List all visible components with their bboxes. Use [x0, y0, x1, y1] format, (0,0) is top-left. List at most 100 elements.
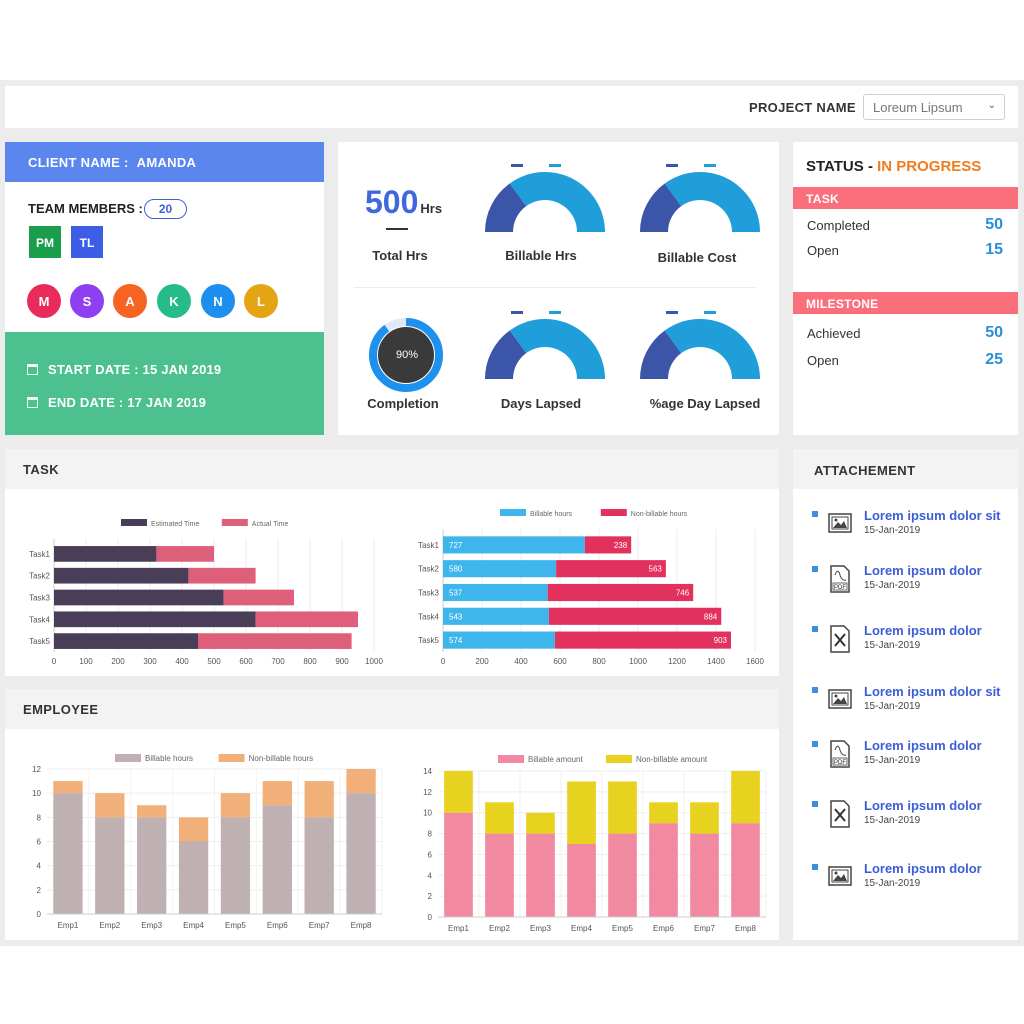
member-avatar[interactable]: K	[157, 284, 191, 318]
tick-label: 800	[303, 657, 317, 666]
category-label: Emp4	[183, 921, 204, 930]
bar-segment	[54, 567, 189, 584]
attachment-title[interactable]: Lorem ipsum dolor	[864, 861, 982, 876]
bar-segment	[188, 567, 256, 584]
status-value: IN PROGRESS	[877, 158, 982, 175]
member-avatar[interactable]: N	[201, 284, 235, 318]
days-lapsed-gauge	[485, 311, 605, 379]
legend-swatch	[549, 311, 561, 314]
tick-label: 700	[271, 657, 285, 666]
legend-swatch	[600, 509, 627, 516]
end-date: END DATE : 17 JAN 2019	[27, 395, 206, 410]
tick-label: 1600	[746, 657, 764, 666]
category-label: Task4	[418, 612, 439, 621]
team-members-label: TEAM MEMBERS :	[28, 201, 143, 216]
data-label: 543	[449, 612, 463, 621]
legend-swatch	[500, 509, 526, 516]
attachment-item[interactable]: Lorem ipsum dolor sit 15-Jan-2019	[812, 684, 1012, 724]
member-avatar[interactable]: L	[244, 284, 278, 318]
gauge-segment	[485, 330, 527, 379]
bar-segment	[54, 633, 198, 649]
tick-label: 600	[553, 657, 567, 666]
category-label: Emp1	[57, 921, 78, 930]
image-file-icon	[828, 866, 852, 886]
billable-cost-gauge	[640, 164, 760, 232]
member-avatar[interactable]: A	[113, 284, 147, 318]
bar-segment	[220, 817, 251, 914]
tick-label: 300	[143, 657, 157, 666]
bar-segment	[731, 771, 760, 824]
bullet	[812, 801, 818, 807]
data-label: 746	[676, 589, 690, 598]
category-label: Emp8	[351, 921, 372, 930]
bar-segment	[223, 589, 294, 606]
role-badge-tl[interactable]: TL	[71, 226, 103, 258]
donut-center	[378, 327, 434, 383]
bullet	[812, 687, 818, 693]
category-label: Emp7	[309, 921, 330, 930]
task-open-row: Open 15	[807, 241, 1003, 258]
employee-section-title: EMPLOYEE	[23, 702, 99, 717]
row-value: 50	[985, 216, 1003, 233]
attachment-date: 15-Jan-2019	[864, 878, 921, 889]
attachment-item[interactable]: PDF Lorem ipsum dolor 15-Jan-2019	[812, 738, 1012, 778]
category-label: Emp4	[571, 924, 592, 933]
legend-swatch	[498, 755, 524, 763]
calendar-icon	[27, 364, 38, 375]
category-label: Task2	[29, 572, 50, 581]
attachment-item[interactable]: Lorem ipsum dolor sit 15-Jan-2019	[812, 508, 1012, 548]
legend-swatch	[704, 164, 716, 167]
employee-hours-chart: Billable hours Non-billable hours 0 2 4 6 8 10 1…	[32, 754, 383, 930]
legend-label: Estimated Time	[151, 521, 199, 528]
completion-value: 90%	[395, 349, 419, 361]
total-hrs-value: 500 Hrs	[365, 184, 442, 221]
project-name-label: PROJECT NAME	[749, 100, 856, 115]
attachment-title[interactable]: Lorem ipsum dolor	[864, 563, 982, 578]
divider	[386, 228, 408, 230]
bar-segment	[178, 817, 209, 842]
attachment-title[interactable]: Lorem ipsum dolor sit	[864, 684, 1001, 699]
attachment-item[interactable]: Lorem ipsum dolor 15-Jan-2019	[812, 798, 1012, 838]
tick-label: 200	[475, 657, 489, 666]
bullet	[812, 864, 818, 870]
status-card: STATUS - IN PROGRESS TASK Completed 50 Op…	[793, 142, 1018, 435]
end-date-text: END DATE : 17 JAN 2019	[48, 395, 207, 410]
attachment-title[interactable]: Lorem ipsum dolor sit	[864, 508, 1001, 523]
attachment-item[interactable]: Lorem ipsum dolor 15-Jan-2019	[812, 623, 1012, 663]
row-label: Open	[807, 243, 839, 258]
category-label: Task4	[29, 615, 50, 624]
member-avatar[interactable]: S	[70, 284, 104, 318]
chevron-down-icon: ⌄	[987, 100, 996, 111]
pct-day-lapsed-gauge	[640, 311, 760, 379]
bar-segment	[346, 769, 376, 794]
tick-label: 1400	[707, 657, 725, 666]
data-label: 238	[614, 541, 628, 550]
bar-segment	[220, 793, 251, 818]
start-date-text: START DATE : 15 JAN 2019	[48, 362, 222, 377]
attachment-title[interactable]: Lorem ipsum dolor	[864, 738, 982, 753]
project-select-value: Loreum Lipsum	[873, 100, 963, 115]
role-badge-pm[interactable]: PM	[29, 226, 61, 258]
tick-label: 12	[423, 788, 432, 797]
bullet	[812, 566, 818, 572]
category-label: Emp2	[489, 924, 510, 933]
attachment-item[interactable]: PDF Lorem ipsum dolor 15-Jan-2019	[812, 563, 1012, 603]
attachment-title[interactable]: Lorem ipsum dolor	[864, 623, 982, 638]
data-label: 537	[449, 589, 463, 598]
client-header: CLIENT NAME : AMANDA	[5, 142, 324, 182]
tick-label: 100	[79, 657, 93, 666]
category-label: Emp6	[653, 924, 674, 933]
member-avatar[interactable]: M	[27, 284, 61, 318]
gauge-segment	[664, 319, 760, 379]
data-label: 903	[714, 636, 728, 645]
project-select[interactable]: Loreum Lipsum ⌄	[863, 94, 1005, 120]
tick-label: 0	[428, 913, 433, 922]
category-label: Emp5	[225, 921, 246, 930]
tick-label: 500	[207, 657, 221, 666]
category-label: Task1	[418, 541, 439, 550]
bar-segment	[443, 536, 585, 554]
bar-segment	[690, 833, 719, 917]
excel-file-icon	[830, 625, 850, 653]
attachment-title[interactable]: Lorem ipsum dolor	[864, 798, 982, 813]
attachment-item[interactable]: Lorem ipsum dolor 15-Jan-2019	[812, 861, 1012, 901]
